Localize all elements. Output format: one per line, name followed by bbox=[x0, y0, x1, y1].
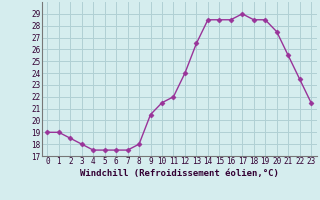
X-axis label: Windchill (Refroidissement éolien,°C): Windchill (Refroidissement éolien,°C) bbox=[80, 169, 279, 178]
